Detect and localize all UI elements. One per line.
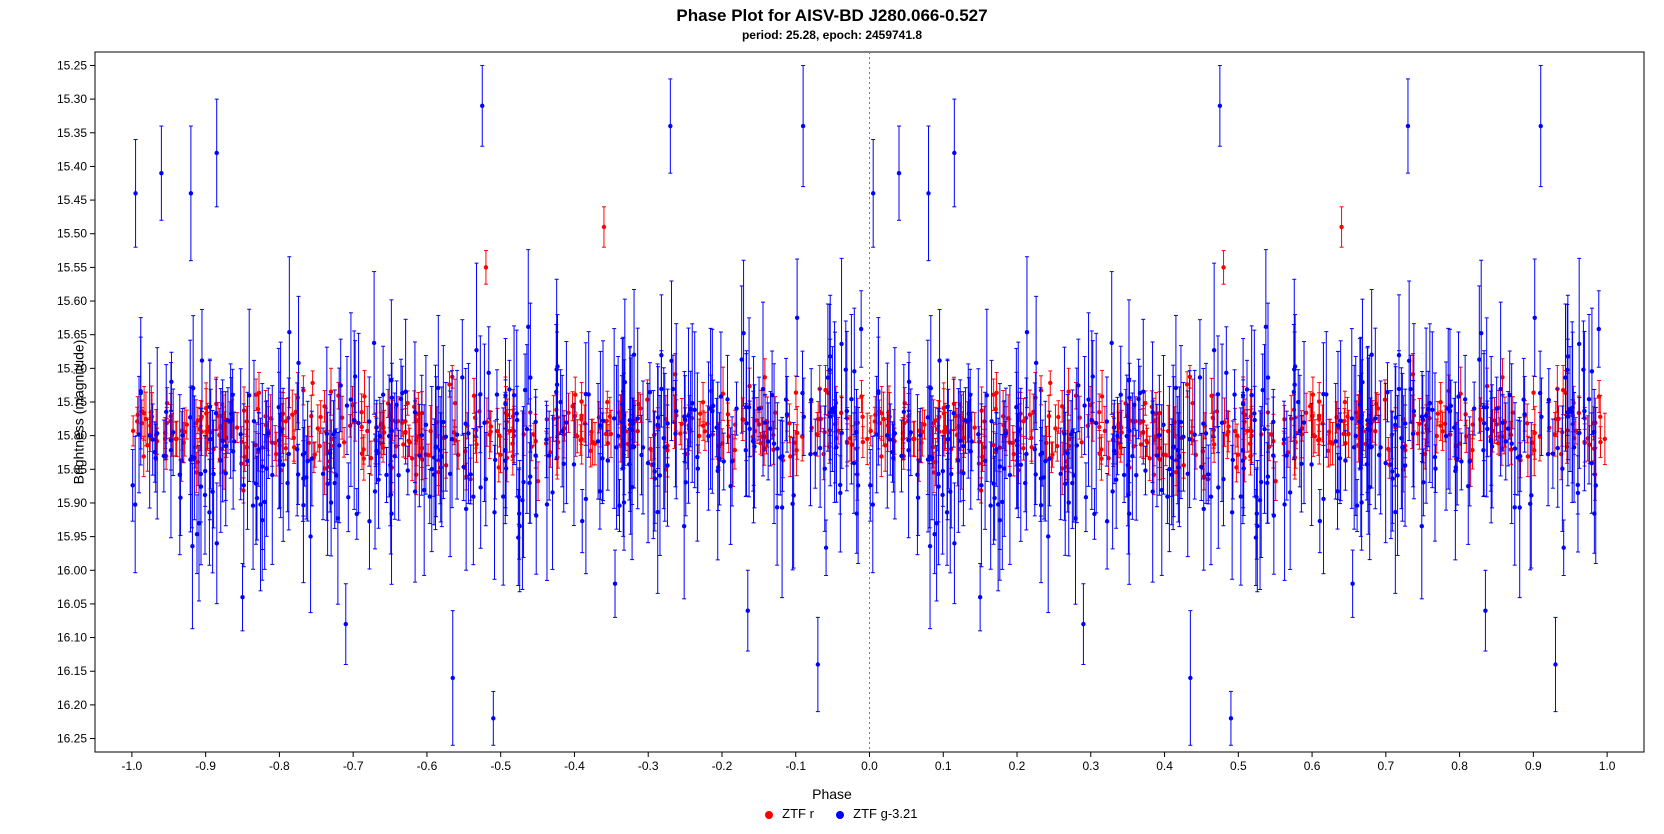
svg-text:15.30: 15.30 (57, 92, 87, 106)
svg-text:15.35: 15.35 (57, 126, 87, 140)
svg-text:16.25: 16.25 (57, 732, 87, 746)
svg-text:0.5: 0.5 (1230, 759, 1247, 773)
svg-text:15.25: 15.25 (57, 58, 87, 72)
svg-text:1.0: 1.0 (1599, 759, 1616, 773)
svg-text:-0.5: -0.5 (490, 759, 511, 773)
svg-text:-0.1: -0.1 (785, 759, 806, 773)
legend-swatch-ztf-r (765, 811, 773, 819)
svg-text:0.2: 0.2 (1009, 759, 1026, 773)
y-axis-label: Brightness (magnitude) (70, 340, 86, 485)
x-axis-label: Phase (0, 786, 1664, 802)
svg-text:0.6: 0.6 (1304, 759, 1321, 773)
svg-text:-0.8: -0.8 (269, 759, 290, 773)
legend: ZTF r ZTF g-3.21 (0, 806, 1664, 821)
phase-plot-chart: Brightness (magnitude) -1.0-0.9-0.8-0.7-… (0, 42, 1664, 782)
chart-subtitle: period: 25.28, epoch: 2459741.8 (0, 28, 1664, 42)
svg-text:-1.0: -1.0 (122, 759, 143, 773)
svg-text:16.05: 16.05 (57, 597, 87, 611)
svg-text:15.50: 15.50 (57, 227, 87, 241)
svg-text:0.9: 0.9 (1525, 759, 1542, 773)
svg-text:16.00: 16.00 (57, 563, 87, 577)
svg-text:-0.6: -0.6 (417, 759, 438, 773)
svg-text:-0.3: -0.3 (638, 759, 659, 773)
svg-text:15.90: 15.90 (57, 496, 87, 510)
svg-text:-0.2: -0.2 (712, 759, 733, 773)
svg-text:15.40: 15.40 (57, 159, 87, 173)
svg-text:-0.7: -0.7 (343, 759, 364, 773)
svg-text:0.1: 0.1 (935, 759, 952, 773)
svg-text:15.55: 15.55 (57, 260, 87, 274)
svg-text:0.3: 0.3 (1082, 759, 1099, 773)
legend-label-ztf-g: ZTF g-3.21 (853, 806, 917, 821)
svg-text:-0.9: -0.9 (195, 759, 216, 773)
svg-text:-0.4: -0.4 (564, 759, 585, 773)
plot-svg: -1.0 -0.9 -0.8 -0.7 -0.6 -0.5 -0.4 -0.3 -0.2 -0.1… (0, 42, 1664, 782)
chart-title: Phase Plot for AISV-BD J280.066-0.527 (0, 6, 1664, 26)
svg-text:0.0: 0.0 (861, 759, 878, 773)
svg-text:15.45: 15.45 (57, 193, 87, 207)
svg-text:15.95: 15.95 (57, 530, 87, 544)
svg-text:16.10: 16.10 (57, 631, 87, 645)
legend-swatch-ztf-g (836, 811, 844, 819)
svg-text:16.15: 16.15 (57, 664, 87, 678)
svg-text:0.8: 0.8 (1451, 759, 1468, 773)
svg-text:15.60: 15.60 (57, 294, 87, 308)
svg-text:16.20: 16.20 (57, 698, 87, 712)
svg-text:0.4: 0.4 (1156, 759, 1173, 773)
svg-text:0.7: 0.7 (1377, 759, 1394, 773)
legend-label-ztf-r: ZTF r (782, 806, 814, 821)
